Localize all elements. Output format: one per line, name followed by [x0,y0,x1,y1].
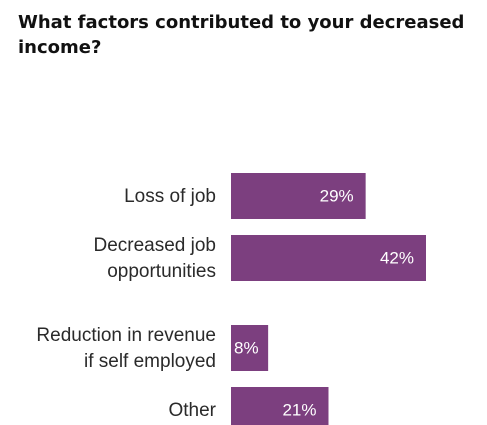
bar-1 [231,235,426,281]
bar-value-label: 21% [282,400,316,419]
category-label: Other [168,400,216,421]
bar-value-label: 42% [380,248,414,267]
bar-0 [231,173,366,219]
bar-3 [231,387,329,425]
category-label: Loss of job [124,186,216,207]
category-label: Decreased job [93,235,216,256]
bar-value-label: 29% [320,186,354,205]
bar-2 [231,325,269,371]
category-label: opportunities [107,261,216,282]
category-label: Reduction in revenue [36,325,216,346]
bar-value-label: 8% [234,338,259,357]
chart-title: What factors contributed to your decreas… [18,12,465,58]
category-label: if self employed [84,351,216,372]
